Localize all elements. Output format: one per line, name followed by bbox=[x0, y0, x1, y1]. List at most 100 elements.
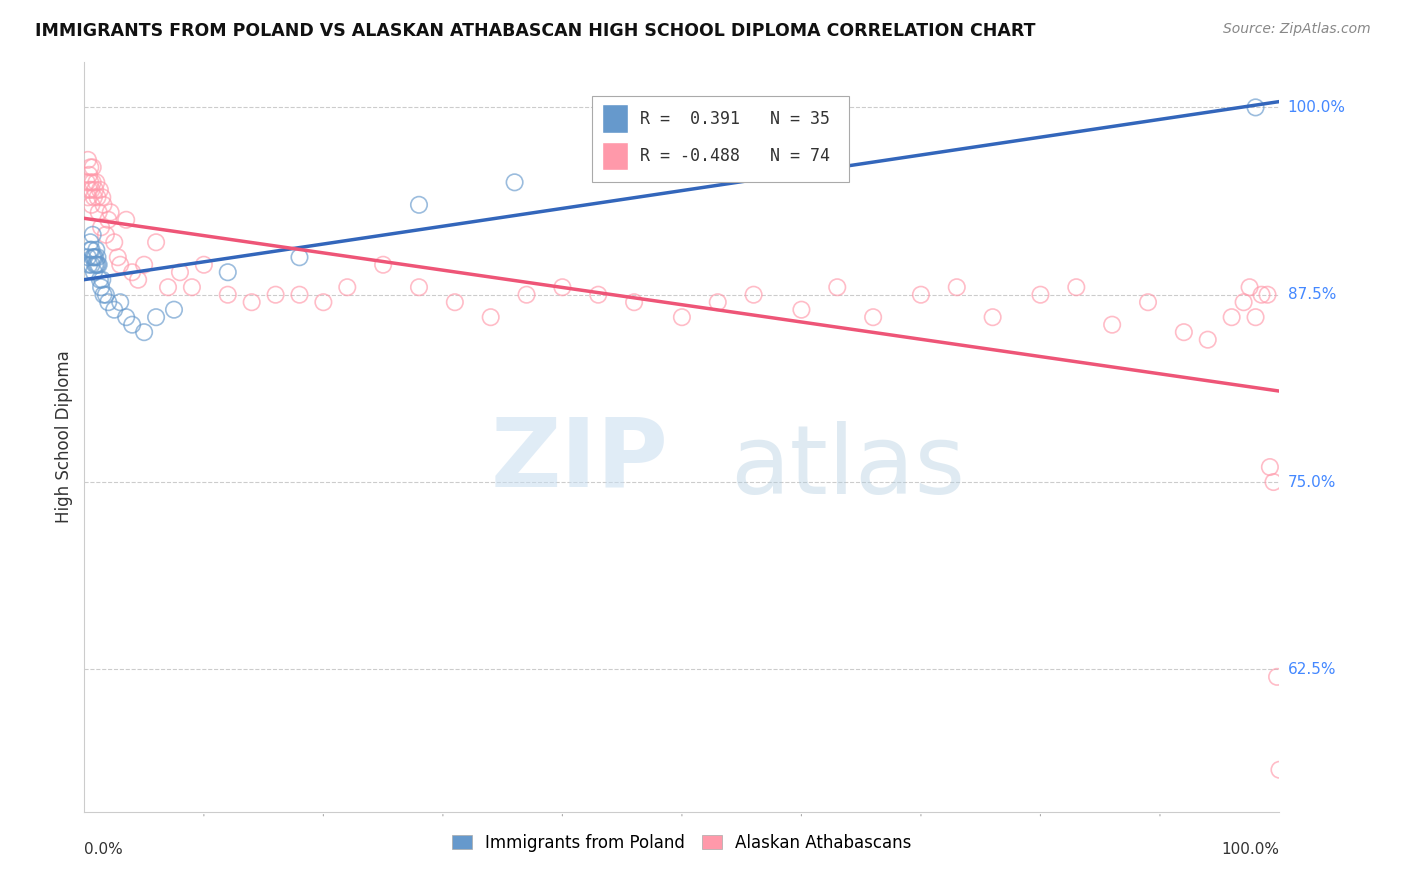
Point bbox=[288, 250, 311, 264]
Point bbox=[623, 295, 645, 310]
Text: 62.5%: 62.5% bbox=[1288, 662, 1336, 677]
Point bbox=[86, 243, 108, 257]
Point bbox=[910, 287, 932, 301]
Point bbox=[1137, 295, 1160, 310]
Point bbox=[181, 280, 204, 294]
Point bbox=[1257, 287, 1279, 301]
Point bbox=[87, 205, 110, 219]
Point bbox=[742, 287, 765, 301]
Point bbox=[87, 258, 110, 272]
Point bbox=[1244, 310, 1267, 325]
Point bbox=[107, 250, 129, 264]
Point bbox=[83, 265, 105, 279]
Point bbox=[1029, 287, 1052, 301]
Point bbox=[169, 265, 191, 279]
FancyBboxPatch shape bbox=[592, 96, 849, 182]
Text: R =  0.391   N = 35: R = 0.391 N = 35 bbox=[640, 110, 830, 128]
Point bbox=[671, 310, 693, 325]
Point bbox=[83, 250, 105, 264]
Point bbox=[82, 175, 104, 189]
Text: Source: ZipAtlas.com: Source: ZipAtlas.com bbox=[1223, 22, 1371, 37]
Point bbox=[79, 161, 101, 175]
Text: 100.0%: 100.0% bbox=[1222, 842, 1279, 856]
Point bbox=[84, 250, 107, 264]
Point bbox=[1197, 333, 1219, 347]
Point bbox=[103, 235, 125, 250]
Point bbox=[83, 190, 105, 204]
Point bbox=[1220, 310, 1243, 325]
Legend: Immigrants from Poland, Alaskan Athabascans: Immigrants from Poland, Alaskan Athabasc… bbox=[453, 834, 911, 852]
Text: 87.5%: 87.5% bbox=[1288, 287, 1336, 302]
Point bbox=[408, 280, 430, 294]
Point bbox=[110, 258, 132, 272]
Point bbox=[336, 280, 359, 294]
Point bbox=[1268, 763, 1291, 777]
Point bbox=[1173, 325, 1195, 339]
Point bbox=[77, 168, 100, 182]
Point bbox=[862, 310, 884, 325]
Y-axis label: High School Diploma: High School Diploma bbox=[55, 351, 73, 524]
Point bbox=[981, 310, 1004, 325]
Point bbox=[82, 250, 104, 264]
Point bbox=[503, 175, 526, 189]
Point bbox=[1244, 100, 1267, 114]
Point bbox=[790, 302, 813, 317]
Point bbox=[217, 265, 239, 279]
Text: 75.0%: 75.0% bbox=[1288, 475, 1336, 490]
Point bbox=[115, 212, 138, 227]
Point bbox=[479, 310, 502, 325]
Point bbox=[90, 220, 112, 235]
Point bbox=[288, 287, 311, 301]
Point bbox=[80, 258, 103, 272]
Point bbox=[588, 287, 610, 301]
Point bbox=[86, 250, 108, 264]
Point bbox=[1250, 287, 1272, 301]
Point bbox=[77, 183, 100, 197]
Point bbox=[373, 258, 395, 272]
Point bbox=[97, 212, 120, 227]
Point bbox=[77, 153, 100, 167]
Text: 0.0%: 0.0% bbox=[84, 842, 124, 856]
Point bbox=[91, 273, 114, 287]
Point bbox=[157, 280, 180, 294]
Point bbox=[80, 183, 103, 197]
Point bbox=[145, 235, 167, 250]
Point bbox=[217, 287, 239, 301]
Point bbox=[1263, 475, 1285, 489]
Text: ZIP: ZIP bbox=[491, 413, 669, 506]
Point bbox=[121, 318, 143, 332]
Point bbox=[408, 198, 430, 212]
Point bbox=[86, 175, 108, 189]
Point bbox=[115, 310, 138, 325]
Point bbox=[264, 287, 287, 301]
Point bbox=[193, 258, 215, 272]
Point bbox=[551, 280, 574, 294]
Point bbox=[80, 243, 103, 257]
Point bbox=[89, 183, 111, 197]
Bar bbox=[602, 142, 628, 170]
Point bbox=[1101, 318, 1123, 332]
Point bbox=[84, 183, 107, 197]
Point bbox=[1066, 280, 1088, 294]
Point bbox=[946, 280, 969, 294]
Point bbox=[1265, 670, 1288, 684]
Point bbox=[312, 295, 335, 310]
Point bbox=[163, 302, 186, 317]
Point bbox=[240, 295, 263, 310]
Point bbox=[827, 280, 849, 294]
Point bbox=[77, 190, 100, 204]
Point bbox=[127, 273, 149, 287]
Point bbox=[86, 190, 108, 204]
Point bbox=[76, 175, 98, 189]
Point bbox=[80, 198, 103, 212]
Point bbox=[145, 310, 167, 325]
Point bbox=[82, 227, 104, 242]
Point bbox=[94, 227, 117, 242]
Point bbox=[93, 287, 115, 301]
Point bbox=[79, 235, 101, 250]
Point bbox=[84, 258, 107, 272]
Point bbox=[93, 198, 115, 212]
Point bbox=[94, 287, 117, 301]
Point bbox=[100, 205, 122, 219]
Point bbox=[77, 250, 100, 264]
